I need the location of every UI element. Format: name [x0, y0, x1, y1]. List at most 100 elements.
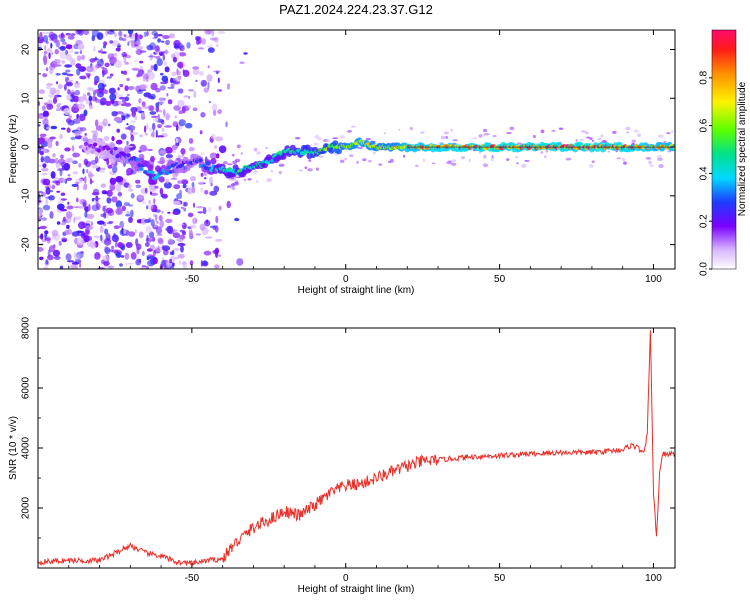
noise-blob — [192, 66, 200, 70]
noise-blob — [140, 217, 147, 225]
noise-blob — [524, 159, 530, 162]
noise-blob — [188, 147, 195, 152]
noise-blob — [75, 63, 82, 69]
noise-blob — [58, 241, 62, 246]
noise-blob — [95, 198, 99, 206]
noise-blob — [151, 236, 156, 242]
noise-blob — [103, 211, 107, 219]
noise-blob — [71, 231, 80, 237]
noise-blob — [126, 123, 129, 126]
noise-blob — [200, 187, 204, 193]
noise-blob — [591, 160, 595, 163]
noise-blob — [89, 174, 95, 177]
noise-blob — [95, 125, 103, 131]
noise-blob — [89, 178, 93, 185]
noise-blob — [100, 183, 107, 188]
noise-blob — [450, 162, 457, 166]
noise-blob — [626, 131, 629, 134]
noise-blob — [109, 183, 116, 191]
noise-blob — [143, 92, 152, 98]
noise-blob — [66, 73, 74, 77]
noise-blob — [77, 43, 85, 50]
noise-blob — [113, 116, 122, 122]
noise-blob — [147, 71, 155, 80]
noise-blob — [54, 157, 59, 165]
noise-blob — [175, 138, 179, 144]
spectrogram-heatmap — [38, 30, 675, 269]
noise-blob — [85, 225, 94, 231]
noise-blob — [39, 133, 47, 138]
noise-blob — [350, 125, 357, 128]
noise-blob — [203, 250, 212, 256]
noise-blob — [83, 109, 88, 117]
noise-blob — [256, 179, 259, 184]
ridge-core — [165, 171, 170, 176]
noise-blob — [63, 107, 71, 116]
noise-blob — [152, 249, 156, 257]
noise-blob — [215, 238, 223, 242]
noise-blob — [79, 262, 82, 268]
noise-blob — [49, 211, 54, 219]
noise-blob — [612, 130, 617, 134]
noise-blob — [415, 164, 419, 167]
noise-blob — [105, 100, 112, 107]
noise-blob — [128, 216, 133, 223]
noise-blob — [155, 102, 160, 108]
noise-blob — [180, 206, 184, 209]
ridge-core — [179, 163, 185, 168]
noise-blob — [124, 96, 130, 102]
noise-blob — [43, 149, 47, 154]
noise-blob — [173, 200, 181, 206]
noise-blob — [159, 149, 167, 155]
noise-blob — [339, 159, 345, 163]
noise-blob — [126, 93, 130, 97]
noise-blob — [177, 155, 182, 159]
noise-blob — [45, 187, 51, 195]
noise-blob — [48, 158, 56, 164]
noise-blob — [163, 60, 168, 67]
noise-blob — [189, 224, 197, 229]
noise-blob — [147, 260, 155, 267]
noise-blob — [483, 128, 487, 133]
noise-blob — [130, 132, 139, 135]
noise-blob — [111, 234, 119, 243]
noise-blob — [76, 237, 84, 246]
noise-blob — [100, 234, 103, 242]
noise-blob — [149, 105, 155, 112]
noise-blob — [217, 31, 225, 34]
noise-blob — [346, 130, 353, 133]
ridge-glow — [332, 140, 339, 147]
noise-blob — [192, 107, 198, 112]
noise-blob — [193, 202, 195, 208]
ridge-core — [113, 146, 118, 151]
noise-blob — [105, 232, 111, 241]
noise-blob — [136, 74, 143, 77]
noise-blob — [214, 225, 219, 233]
noise-blob — [96, 220, 105, 225]
noise-blob — [161, 210, 164, 214]
ridge-core — [170, 163, 175, 168]
noise-blob — [172, 210, 179, 215]
noise-blob — [119, 83, 124, 88]
noise-blob — [227, 163, 233, 166]
noise-blob — [104, 228, 109, 235]
noise-blob — [207, 65, 210, 69]
noise-blob — [176, 68, 179, 76]
colorbar-tick-label: 0.0 — [699, 262, 710, 276]
noise-blob — [344, 157, 348, 161]
noise-blob — [109, 93, 117, 101]
noise-blob — [153, 224, 158, 228]
noise-blob — [104, 247, 111, 255]
noise-blob — [115, 176, 124, 183]
noise-blob — [123, 228, 127, 235]
noise-blob — [445, 162, 449, 164]
snr-axes: -50 0 50 100 2000 4000 6000 8000 — [21, 316, 675, 584]
noise-blob — [65, 49, 69, 56]
noise-blob — [597, 138, 602, 141]
noise-blob — [240, 152, 243, 156]
noise-blob — [92, 46, 96, 52]
noise-blob — [91, 95, 97, 102]
noise-blob — [199, 130, 203, 135]
noise-blob — [59, 265, 64, 269]
noise-blob — [154, 45, 160, 52]
